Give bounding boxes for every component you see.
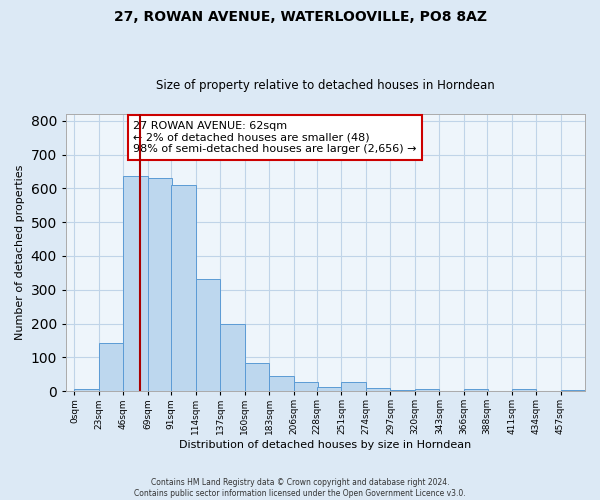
Text: 27 ROWAN AVENUE: 62sqm
← 2% of detached houses are smaller (48)
98% of semi-deta: 27 ROWAN AVENUE: 62sqm ← 2% of detached … — [133, 121, 417, 154]
Bar — [560, 390, 585, 391]
Bar — [464, 390, 488, 391]
Bar — [74, 390, 99, 391]
Bar — [366, 388, 391, 391]
Text: Contains HM Land Registry data © Crown copyright and database right 2024.
Contai: Contains HM Land Registry data © Crown c… — [134, 478, 466, 498]
Bar — [341, 382, 366, 391]
Bar — [124, 176, 148, 391]
Bar — [245, 363, 269, 391]
Bar — [269, 376, 293, 391]
Bar — [317, 387, 341, 391]
Title: Size of property relative to detached houses in Horndean: Size of property relative to detached ho… — [156, 79, 495, 92]
Bar — [415, 390, 439, 391]
X-axis label: Distribution of detached houses by size in Horndean: Distribution of detached houses by size … — [179, 440, 472, 450]
Bar — [171, 185, 196, 391]
Bar — [220, 324, 245, 391]
Bar — [293, 382, 318, 391]
Bar — [99, 343, 124, 391]
Y-axis label: Number of detached properties: Number of detached properties — [15, 165, 25, 340]
Text: 27, ROWAN AVENUE, WATERLOOVILLE, PO8 8AZ: 27, ROWAN AVENUE, WATERLOOVILLE, PO8 8AZ — [113, 10, 487, 24]
Bar — [148, 178, 172, 391]
Bar — [512, 390, 536, 391]
Bar — [391, 390, 415, 391]
Bar — [196, 279, 220, 391]
